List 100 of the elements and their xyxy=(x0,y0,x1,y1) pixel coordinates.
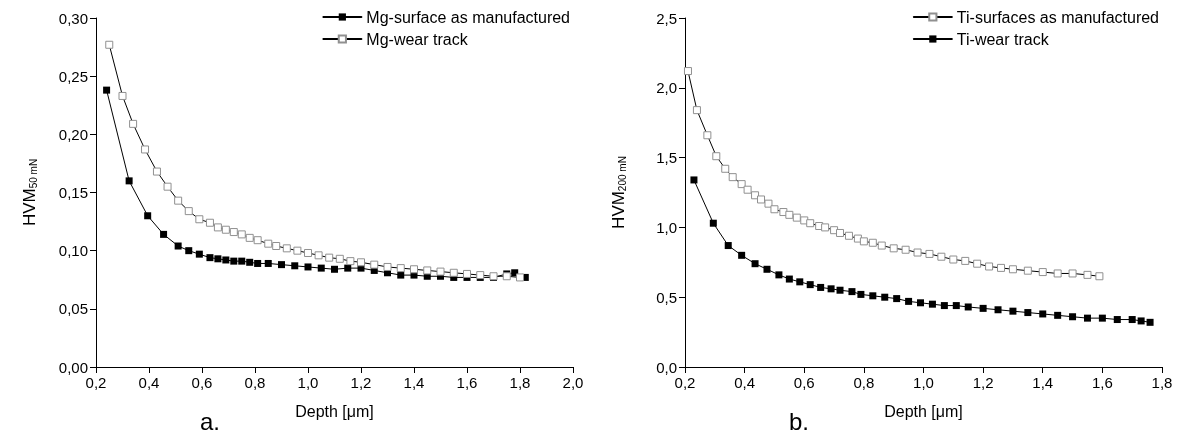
point xyxy=(690,176,698,184)
point xyxy=(1113,316,1121,324)
point xyxy=(195,215,204,224)
x-tick-label: 1,8 xyxy=(1151,374,1173,391)
point xyxy=(396,264,405,273)
y-tick-label: 2,0 xyxy=(656,79,677,97)
point xyxy=(792,213,801,222)
y-tick-label: 0,05 xyxy=(58,300,88,318)
point xyxy=(817,283,825,291)
point xyxy=(728,173,737,182)
point xyxy=(877,241,886,250)
point xyxy=(827,285,835,293)
point xyxy=(796,278,804,286)
y-axis-title: HVM200 mN xyxy=(608,156,628,229)
point xyxy=(893,295,901,303)
point xyxy=(770,205,779,214)
point xyxy=(721,164,730,173)
point xyxy=(370,260,379,269)
point xyxy=(836,228,845,237)
point xyxy=(683,67,692,76)
point xyxy=(195,250,203,258)
point xyxy=(141,145,150,154)
point xyxy=(184,207,193,216)
point xyxy=(160,230,168,238)
point xyxy=(979,304,987,312)
point xyxy=(973,259,982,268)
point xyxy=(1068,269,1077,278)
point xyxy=(238,257,246,265)
point xyxy=(214,255,222,263)
x-tick-label: 0,2 xyxy=(85,374,107,391)
point xyxy=(940,302,948,310)
point xyxy=(928,300,936,308)
y-tick-label: 2,5 xyxy=(656,9,677,27)
y-tick-label: 0,30 xyxy=(58,9,88,27)
y-tick-label: 0,0 xyxy=(656,358,677,376)
y-axis-title: HVM50 mN xyxy=(19,158,39,227)
point xyxy=(857,290,865,298)
point xyxy=(751,260,759,268)
point xyxy=(1024,309,1032,317)
x-tick-label: 1,4 xyxy=(1032,374,1054,391)
legend-label: Mg-wear track xyxy=(366,30,469,48)
y-tick-label: 0,10 xyxy=(58,242,88,260)
point xyxy=(229,228,238,237)
point xyxy=(869,292,877,300)
point xyxy=(1038,268,1047,277)
y-tick-label: 0,25 xyxy=(58,67,88,85)
legend-label: Mg-surface as manufactured xyxy=(366,8,571,26)
point xyxy=(253,236,262,245)
point xyxy=(806,219,815,228)
point xyxy=(1098,314,1106,322)
point xyxy=(844,231,853,240)
point xyxy=(344,264,352,272)
point xyxy=(848,288,856,296)
point xyxy=(163,182,172,191)
point xyxy=(905,297,913,305)
point xyxy=(724,242,732,250)
point xyxy=(692,106,701,115)
x-tick-label: 0,6 xyxy=(191,374,213,391)
point xyxy=(325,253,334,262)
point xyxy=(889,244,898,253)
point xyxy=(937,252,946,261)
point xyxy=(1009,307,1017,315)
point xyxy=(397,271,405,279)
point xyxy=(291,262,299,270)
point xyxy=(1023,266,1032,275)
x-tick-label: 1,6 xyxy=(456,374,478,391)
point xyxy=(463,269,471,278)
point xyxy=(964,303,972,311)
point xyxy=(125,177,133,185)
point xyxy=(1083,314,1091,322)
point xyxy=(925,249,934,258)
point xyxy=(245,233,254,242)
legend-label: Ti-surfaces as manufactured xyxy=(956,8,1159,26)
point xyxy=(1083,270,1092,279)
x-axis-title: Depth [μm] xyxy=(295,402,374,420)
point xyxy=(213,223,222,232)
point xyxy=(709,219,717,227)
point xyxy=(1039,310,1047,318)
point xyxy=(763,265,771,273)
point xyxy=(264,239,273,248)
point xyxy=(346,257,355,266)
point xyxy=(703,131,712,140)
point xyxy=(901,245,910,254)
point xyxy=(174,196,183,205)
point xyxy=(737,180,746,189)
point xyxy=(881,293,889,301)
point xyxy=(144,212,152,220)
point xyxy=(949,255,958,264)
point xyxy=(994,306,1002,314)
point xyxy=(383,262,392,271)
text: b. xyxy=(789,407,810,435)
point xyxy=(985,262,994,271)
point xyxy=(743,185,752,194)
point xyxy=(516,273,524,282)
point xyxy=(757,195,766,204)
point xyxy=(806,281,814,289)
legend-label: Ti-wear track xyxy=(956,30,1050,48)
point xyxy=(185,247,193,255)
point xyxy=(785,210,794,219)
x-axis-title: Depth [μm] xyxy=(884,402,963,420)
